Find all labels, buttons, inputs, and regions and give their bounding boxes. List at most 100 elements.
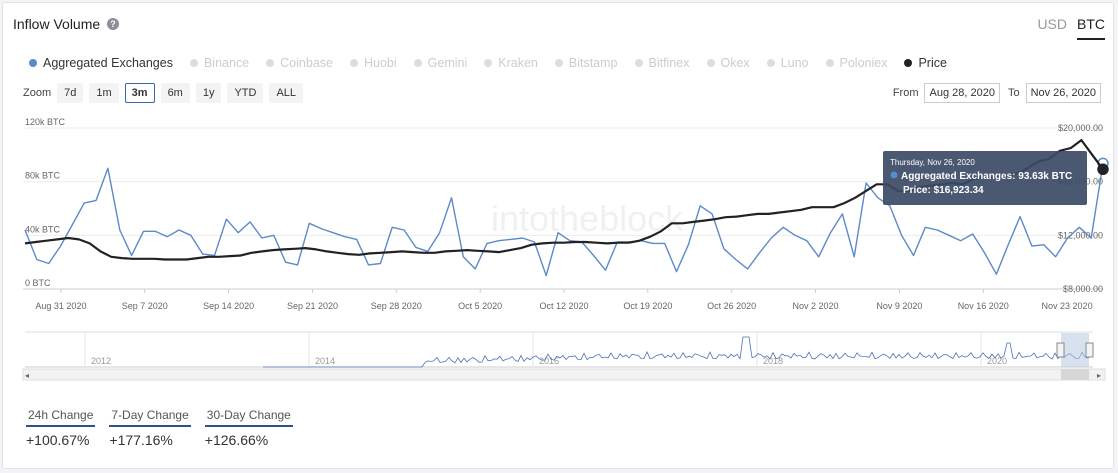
legend-item-gemini[interactable]: Gemini	[413, 56, 468, 70]
legend-item-coinbase[interactable]: Coinbase	[266, 56, 333, 70]
zoom-selector: Zoom 7d 1m 3m 6m 1y YTD ALL	[23, 83, 309, 103]
x-tick-label: Oct 19 2020	[623, 301, 672, 311]
to-label: To	[1007, 87, 1020, 99]
zoom-1y-button[interactable]: 1y	[195, 83, 222, 103]
to-date-input[interactable]: Nov 26, 2020	[1025, 83, 1101, 103]
y-right-tick-label: $12,000.00	[1058, 230, 1103, 240]
legend-dot-icon	[825, 59, 834, 67]
navigator-scrollbar[interactable]	[22, 368, 1106, 381]
x-tick-label: Nov 9 2020	[876, 301, 922, 311]
tooltip-series-dot-icon	[890, 171, 898, 179]
legend-item-luno[interactable]: Luno	[766, 56, 809, 70]
legend-item-aggregated-exchanges[interactable]: Aggregated Exchanges	[29, 56, 173, 70]
legend-label: Bitfinex	[648, 56, 690, 70]
navigator-series-line	[263, 336, 1092, 368]
from-label: From	[892, 87, 919, 99]
y-left-tick-label: 120k BTC	[25, 117, 66, 127]
axis-layer: 0 BTC 40k BTC 80k BTC 120k BTC $8,000.00 $12,…	[25, 117, 1103, 311]
zoom-label: Zoom	[23, 87, 52, 99]
legend-label: Gemini	[427, 56, 468, 70]
stat-value: +100.67%	[26, 432, 90, 448]
legend-dot-icon	[29, 59, 37, 67]
legend-dot-icon	[189, 59, 198, 67]
legend-label: Binance	[203, 56, 250, 70]
navigator-scrollbar-thumb[interactable]	[1061, 369, 1089, 380]
zoom-1m-button[interactable]: 1m	[89, 83, 119, 103]
stat-7d: 7-Day Change +177.16%	[109, 408, 191, 448]
tooltip-series-value: Aggregated Exchanges: 93.63k BTC	[901, 171, 1072, 182]
x-tick-label: Nov 23 2020	[1042, 301, 1093, 311]
from-date-input[interactable]: Aug 28, 2020	[924, 83, 1000, 103]
page-title: Inflow Volume	[13, 16, 101, 32]
navigator-right-handle[interactable]	[1085, 342, 1094, 358]
zoom-3m-button[interactable]: 3m	[124, 83, 155, 103]
legend-item-binance[interactable]: Binance	[189, 56, 250, 70]
stat-value: +126.66%	[204, 432, 269, 448]
change-stats: 24h Change +100.67% 7-Day Change +177.16…	[26, 408, 293, 448]
navigator-years: 2012 2014 2016 2018 2020	[84, 333, 1007, 367]
legend-dot-icon	[706, 59, 715, 67]
scroll-left-icon[interactable]: ◂	[25, 371, 29, 380]
chart-legend: Aggregated Exchanges Binance Coinbase Hu…	[29, 56, 964, 70]
stat-24h: 24h Change +100.67%	[26, 408, 96, 448]
stat-label: 24h Change	[26, 408, 96, 427]
unit-btc-button[interactable]: BTC	[1077, 16, 1105, 40]
y-left-tick-label: 0 BTC	[25, 278, 51, 288]
navigator-year-label: 2016	[539, 356, 559, 366]
legend-label: Kraken	[498, 56, 538, 70]
legend-label: Okex	[720, 56, 750, 70]
legend-label: Aggregated Exchanges	[43, 56, 173, 70]
x-tick-label: Sep 14 2020	[203, 301, 254, 311]
zoom-7d-button[interactable]: 7d	[57, 83, 84, 103]
zoom-ytd-button[interactable]: YTD	[227, 83, 264, 103]
legend-item-bitstamp[interactable]: Bitstamp	[554, 56, 618, 70]
range-navigator[interactable]: 2012 2014 2016 2018 2020 ◂ ▸	[22, 331, 1106, 381]
x-tick-label: Sep 21 2020	[287, 301, 338, 311]
y-right-tick-label: $8,000.00	[1063, 284, 1103, 294]
legend-dot-icon	[266, 59, 275, 67]
legend-item-bitfinex[interactable]: Bitfinex	[634, 56, 690, 70]
scroll-right-icon[interactable]: ▸	[1097, 371, 1101, 380]
navigator-year-label: 2012	[91, 356, 111, 366]
help-icon[interactable]: ?	[107, 18, 119, 30]
x-tick-label: Oct 12 2020	[539, 301, 588, 311]
x-tick-label: Sep 28 2020	[371, 301, 422, 311]
navigator-year-label: 2018	[763, 356, 783, 366]
legend-dot-icon	[484, 59, 493, 67]
navigator-selection[interactable]	[1061, 333, 1089, 367]
legend-item-price[interactable]: Price	[904, 56, 947, 70]
legend-item-okex[interactable]: Okex	[706, 56, 750, 70]
legend-label: Luno	[780, 56, 809, 70]
legend-item-poloniex[interactable]: Poloniex	[825, 56, 888, 70]
legend-item-huobi[interactable]: Huobi	[349, 56, 397, 70]
navigator-left-handle[interactable]	[1056, 342, 1065, 358]
stat-30d: 30-Day Change +126.66%	[204, 408, 293, 448]
series-aggregated-exchanges-line	[24, 163, 1104, 277]
legend-label: Price	[918, 56, 947, 70]
unit-usd-button[interactable]: USD	[1037, 16, 1067, 32]
tooltip-background	[883, 151, 1087, 205]
price-last-point	[1097, 163, 1109, 176]
zoom-6m-button[interactable]: 6m	[160, 83, 190, 103]
legend-label: Bitstamp	[568, 56, 618, 70]
stat-label: 7-Day Change	[109, 408, 191, 427]
stat-value: +177.16%	[109, 432, 173, 448]
x-tick-label: Nov 2 2020	[793, 301, 839, 311]
navigator-year-label: 2020	[987, 356, 1007, 366]
date-range: From Aug 28, 2020 To Nov 26, 2020	[893, 83, 1101, 103]
x-tick-label: Nov 16 2020	[958, 301, 1009, 311]
legend-dot-icon	[634, 59, 643, 67]
legend-label: Poloniex	[839, 56, 888, 70]
watermark-text: intotheblock	[491, 198, 684, 239]
inflow-volume-chart[interactable]: intotheblock 0 BTC 40k BTC 80k BTC 120k BTC…	[3, 3, 1115, 443]
y-right-tick-label: $20,000.00	[1058, 123, 1103, 133]
legend-dot-icon	[413, 59, 422, 67]
navigator-year-label: 2014	[315, 356, 335, 366]
zoom-all-button[interactable]: ALL	[269, 83, 304, 103]
legend-label: Huobi	[363, 56, 397, 70]
unit-toggle: USD BTC	[1037, 16, 1105, 40]
legend-dot-icon	[554, 59, 563, 67]
y-left-tick-label: 40k BTC	[25, 224, 61, 234]
legend-item-kraken[interactable]: Kraken	[484, 56, 538, 70]
